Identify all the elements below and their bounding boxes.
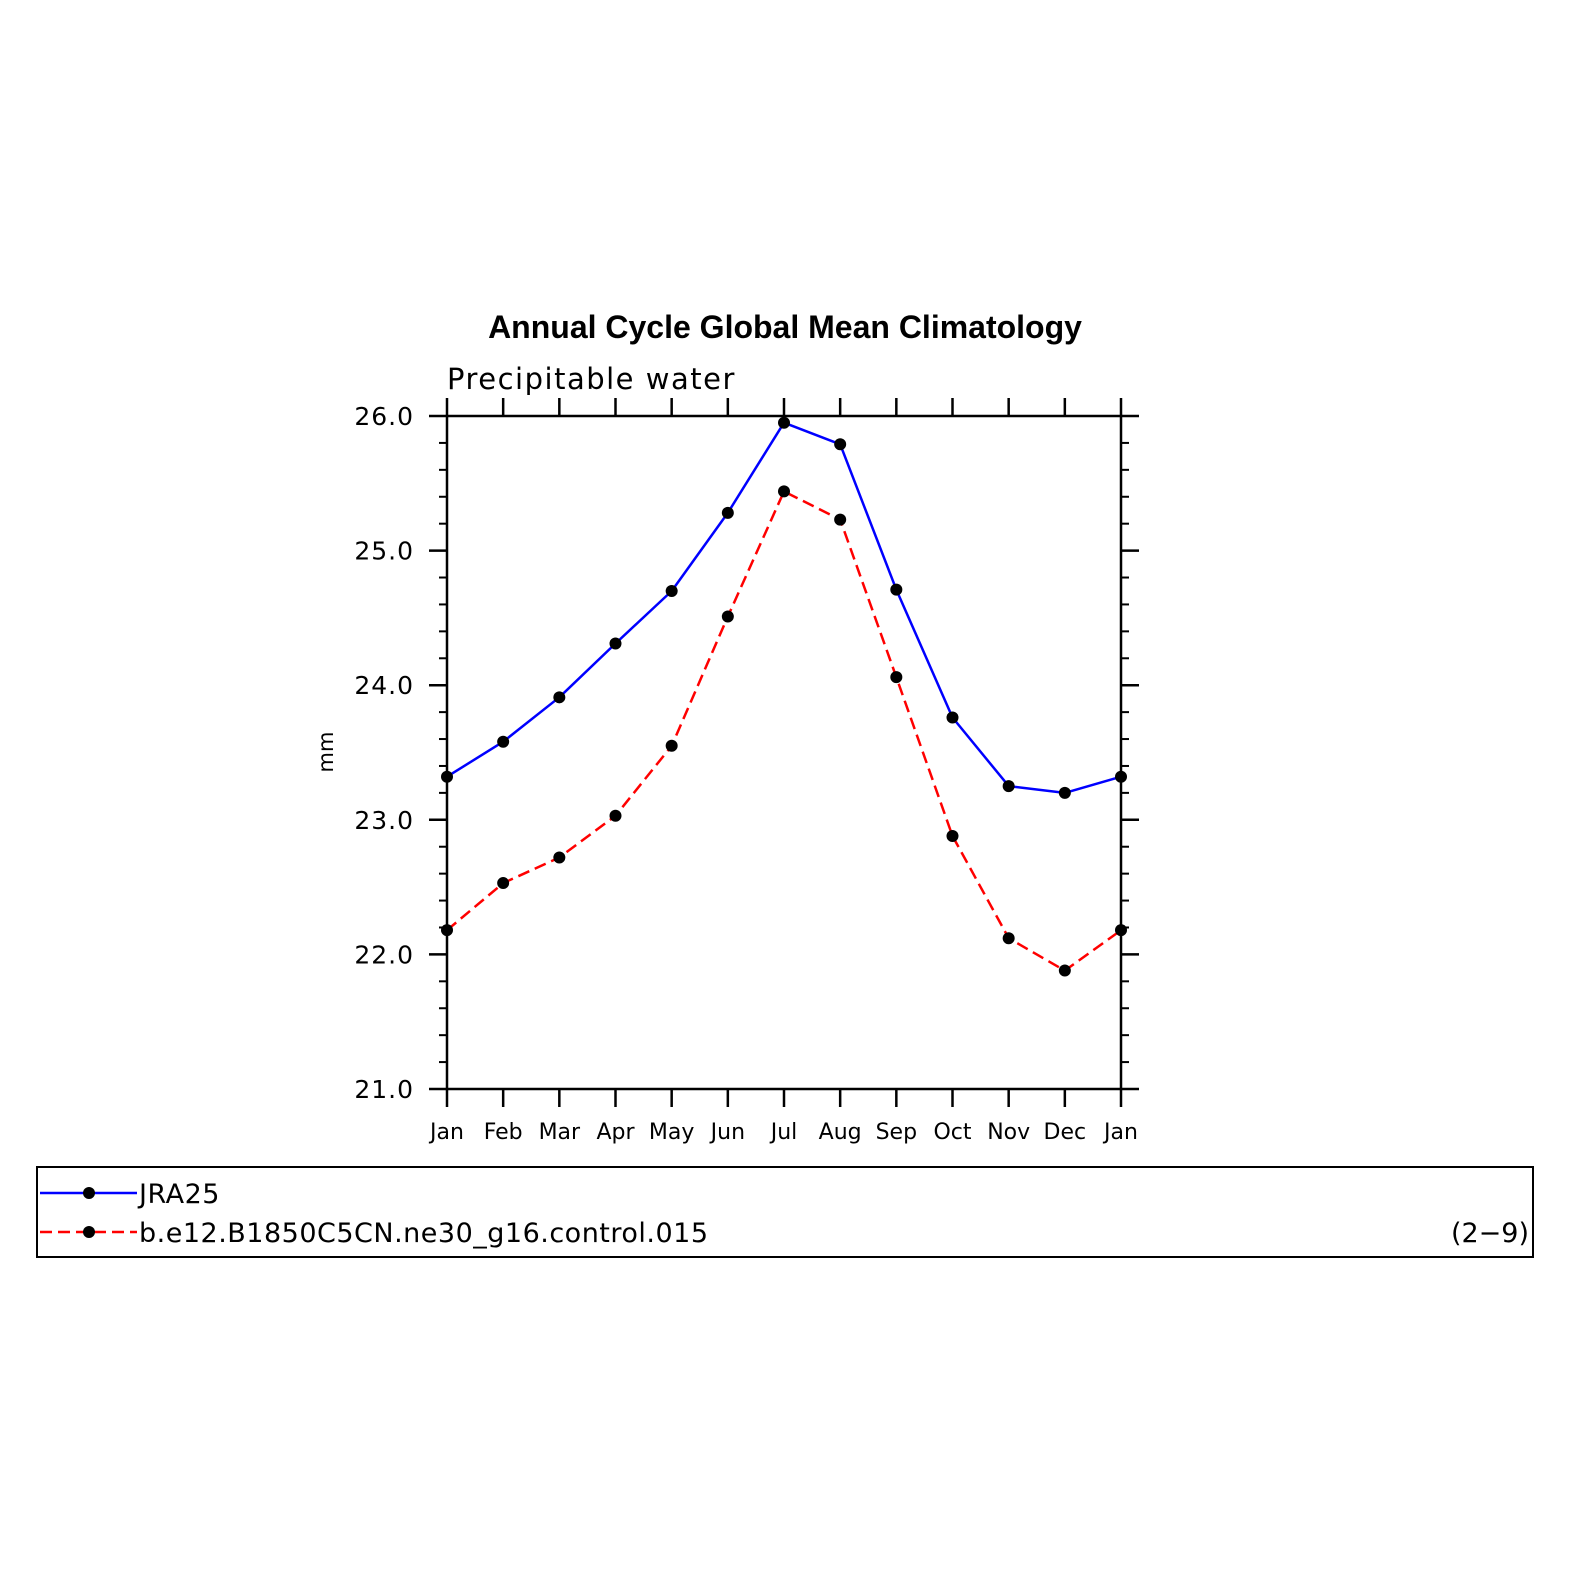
y-axis: 21.0 22.0 23.0 24.0 25.0 26.0 xyxy=(354,402,1139,1104)
series-point-1 xyxy=(890,671,903,684)
y-tick-label: 21.0 xyxy=(354,1075,414,1104)
series-point-0 xyxy=(497,735,510,748)
y-tick-label: 26.0 xyxy=(354,402,414,431)
x-tick-label: Mar xyxy=(539,1120,581,1145)
chart-title: Annual Cycle Global Mean Climatology xyxy=(488,309,1082,345)
series-point-1 xyxy=(441,924,453,937)
legend-label-jra25: JRA25 xyxy=(137,1179,220,1210)
legend-label-model: b.e12.B1850C5CN.ne30_g16.control.015 xyxy=(139,1218,709,1249)
series-point-0 xyxy=(1002,780,1015,793)
series-point-0 xyxy=(778,416,790,429)
series-point-0 xyxy=(834,438,847,451)
series-layer xyxy=(441,416,1127,977)
series-point-0 xyxy=(946,711,959,724)
y-tick-label: 23.0 xyxy=(354,806,414,835)
series-point-1 xyxy=(665,739,678,752)
x-tick-label: Jan xyxy=(428,1120,464,1145)
x-tick-label: Oct xyxy=(933,1120,971,1145)
x-tick-label: Feb xyxy=(484,1120,523,1145)
x-tick-label: Jun xyxy=(709,1120,745,1145)
series-point-1 xyxy=(553,851,566,864)
x-tick-label: May xyxy=(649,1120,694,1145)
series-point-0 xyxy=(721,506,734,519)
series-point-1 xyxy=(946,829,959,842)
x-tick-label: Aug xyxy=(819,1120,862,1145)
y-tick-label: 24.0 xyxy=(354,671,414,700)
series-point-0 xyxy=(609,637,622,650)
chart-subtitle: Precipitable water xyxy=(447,362,736,396)
series-point-0 xyxy=(1058,786,1071,799)
series-point-1 xyxy=(609,809,622,822)
series-point-0 xyxy=(1115,770,1127,783)
x-axis: Jan Feb Mar Apr May Jun Jul Aug Sep Oct Nov Dec Jan xyxy=(428,398,1138,1145)
legend-marker-jra25 xyxy=(83,1187,95,1199)
legend-marker-model xyxy=(83,1226,95,1238)
series-point-1 xyxy=(1115,924,1127,937)
x-tick-label: Sep xyxy=(876,1120,917,1145)
series-point-1 xyxy=(497,877,510,890)
y-tick-label: 25.0 xyxy=(354,537,414,566)
series-point-0 xyxy=(890,583,903,596)
series-point-0 xyxy=(441,770,453,783)
panel-id: (2−9) xyxy=(1451,1218,1529,1249)
x-tick-label: Nov xyxy=(987,1120,1030,1145)
series-point-1 xyxy=(1002,932,1015,945)
series-point-1 xyxy=(778,485,790,498)
x-tick-label: Jan xyxy=(1102,1120,1138,1145)
series-point-0 xyxy=(665,584,678,597)
x-tick-label: Jul xyxy=(769,1120,798,1145)
x-tick-label: Dec xyxy=(1044,1120,1087,1145)
x-tick-label: Apr xyxy=(596,1120,635,1145)
series-point-1 xyxy=(1058,964,1071,977)
legend: JRA25 b.e12.B1850C5CN.ne30_g16.control.0… xyxy=(36,1166,1534,1258)
y-axis-label: mm xyxy=(314,732,338,773)
legend-box xyxy=(36,1166,1534,1258)
series-point-1 xyxy=(721,610,734,623)
minor-ticks xyxy=(439,441,1129,1064)
series-point-1 xyxy=(834,513,847,526)
y-tick-label: 22.0 xyxy=(354,940,414,969)
series-point-0 xyxy=(553,691,566,704)
